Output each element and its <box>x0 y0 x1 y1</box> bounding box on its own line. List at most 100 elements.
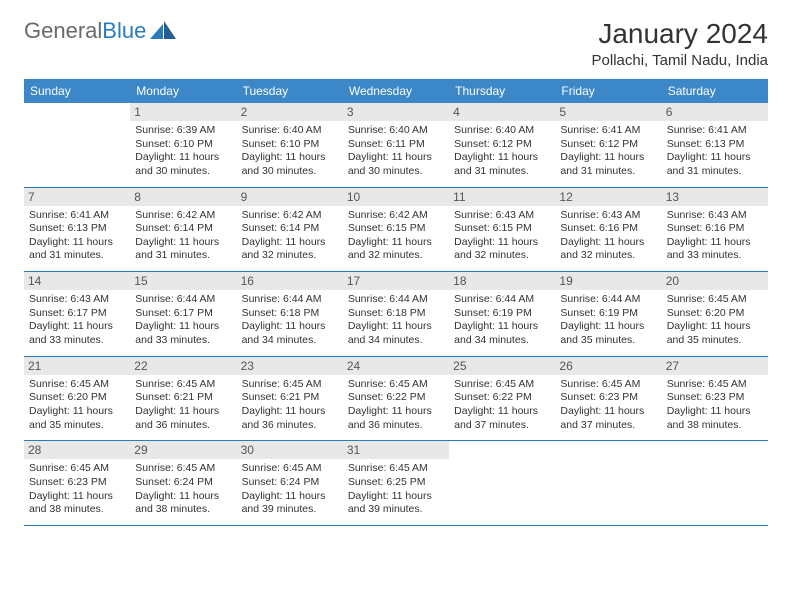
calendar-day: 14 Sunrise: 6:43 AMSunset: 6:17 PMDayligh… <box>24 272 130 356</box>
calendar-day: 3Sunrise: 6:40 AMSunset: 6:11 PMDaylight… <box>343 103 449 187</box>
title-block: January 2024 Pollachi, Tamil Nadu, India <box>592 18 768 69</box>
day-number: 23 <box>237 357 343 375</box>
calendar-day: 31 Sunrise: 6:45 AMSunset: 6:25 PMDayligh… <box>343 441 449 525</box>
weekday-label: Monday <box>130 79 236 103</box>
logo-sail-icon <box>150 21 176 41</box>
day-number: 24 <box>343 357 449 375</box>
day-number: 20 <box>662 272 768 290</box>
day-details: Sunrise: 6:45 AMSunset: 6:24 PMDaylight:… <box>135 462 231 517</box>
day-details: Sunrise: 6:43 AMSunset: 6:17 PMDaylight:… <box>29 293 125 348</box>
calendar-day: 25 Sunrise: 6:45 AMSunset: 6:22 PMDayligh… <box>449 357 555 441</box>
calendar-day: . <box>449 441 555 525</box>
day-number: 3 <box>343 103 449 121</box>
month-title: January 2024 <box>592 18 768 50</box>
day-number: 10 <box>343 188 449 206</box>
calendar-day: 9 Sunrise: 6:42 AMSunset: 6:14 PMDaylight… <box>237 188 343 272</box>
day-number: 16 <box>237 272 343 290</box>
weekday-label: Tuesday <box>237 79 343 103</box>
calendar-day: 30Sunrise: 6:45 AMSunset: 6:24 PMDayligh… <box>237 441 343 525</box>
day-details: Sunrise: 6:42 AMSunset: 6:15 PMDaylight:… <box>348 209 444 264</box>
day-details: Sunrise: 6:41 AMSunset: 6:13 PMDaylight:… <box>29 209 125 264</box>
calendar-body: .1Sunrise: 6:39 AMSunset: 6:10 PMDayligh… <box>24 103 768 526</box>
calendar-day: 23 Sunrise: 6:45 AMSunset: 6:21 PMDayligh… <box>237 357 343 441</box>
day-number: 9 <box>237 188 343 206</box>
calendar-week: 21Sunrise: 6:45 AMSunset: 6:20 PMDayligh… <box>24 357 768 442</box>
day-number: 2 <box>237 103 343 121</box>
day-number: 6 <box>662 103 768 121</box>
day-details: Sunrise: 6:45 AMSunset: 6:22 PMDaylight:… <box>348 378 444 433</box>
weekday-label: Friday <box>555 79 661 103</box>
day-number: 14 <box>24 272 130 290</box>
day-number: 18 <box>449 272 555 290</box>
weekday-label: Saturday <box>662 79 768 103</box>
weekday-label: Wednesday <box>343 79 449 103</box>
calendar: SundayMondayTuesdayWednesdayThursdayFrid… <box>24 79 768 526</box>
header: GeneralBlue January 2024 Pollachi, Tamil… <box>24 18 768 69</box>
calendar-day: 7 Sunrise: 6:41 AMSunset: 6:13 PMDaylight… <box>24 188 130 272</box>
day-number: 1 <box>130 103 236 121</box>
day-details: Sunrise: 6:44 AMSunset: 6:19 PMDaylight:… <box>454 293 550 348</box>
day-number: 19 <box>555 272 661 290</box>
weekday-label: Sunday <box>24 79 130 103</box>
day-details: Sunrise: 6:42 AMSunset: 6:14 PMDaylight:… <box>135 209 231 264</box>
day-details: Sunrise: 6:40 AMSunset: 6:12 PMDaylight:… <box>454 124 550 179</box>
day-number: 27 <box>662 357 768 375</box>
day-details: Sunrise: 6:45 AMSunset: 6:25 PMDaylight:… <box>348 462 444 517</box>
calendar-week: 14 Sunrise: 6:43 AMSunset: 6:17 PMDayligh… <box>24 272 768 357</box>
day-details: Sunrise: 6:44 AMSunset: 6:18 PMDaylight:… <box>348 293 444 348</box>
calendar-day: 18 Sunrise: 6:44 AMSunset: 6:19 PMDayligh… <box>449 272 555 356</box>
calendar-day: 19Sunrise: 6:44 AMSunset: 6:19 PMDayligh… <box>555 272 661 356</box>
calendar-day: . <box>24 103 130 187</box>
calendar-day: 10 Sunrise: 6:42 AMSunset: 6:15 PMDayligh… <box>343 188 449 272</box>
calendar-day: 13 Sunrise: 6:43 AMSunset: 6:16 PMDayligh… <box>662 188 768 272</box>
day-details: Sunrise: 6:40 AMSunset: 6:10 PMDaylight:… <box>242 124 338 179</box>
day-details: Sunrise: 6:42 AMSunset: 6:14 PMDaylight:… <box>242 209 338 264</box>
calendar-day: 21Sunrise: 6:45 AMSunset: 6:20 PMDayligh… <box>24 357 130 441</box>
calendar-week: .1 Sunrise: 6:39 AMSunset: 6:10 PMDayligh… <box>24 103 768 188</box>
day-details: Sunrise: 6:45 AMSunset: 6:23 PMDaylight:… <box>667 378 763 433</box>
day-number: 12 <box>555 188 661 206</box>
calendar-day: 11Sunrise: 6:43 AMSunset: 6:15 PMDayligh… <box>449 188 555 272</box>
logo-word1: General <box>24 18 102 43</box>
day-number: 30 <box>237 441 343 459</box>
weekday-header: SundayMondayTuesdayWednesdayThursdayFrid… <box>24 79 768 103</box>
logo: GeneralBlue <box>24 18 176 44</box>
calendar-day: 26Sunrise: 6:45 AMSunset: 6:23 PMDayligh… <box>555 357 661 441</box>
calendar-day: 15 Sunrise: 6:44 AMSunset: 6:17 PMDayligh… <box>130 272 236 356</box>
day-details: Sunrise: 6:45 AMSunset: 6:23 PMDaylight:… <box>560 378 656 433</box>
day-details: Sunrise: 6:45 AMSunset: 6:21 PMDaylight:… <box>242 378 338 433</box>
day-details: Sunrise: 6:43 AMSunset: 6:16 PMDaylight:… <box>667 209 763 264</box>
day-number: 21 <box>24 357 130 375</box>
calendar-day: 29 Sunrise: 6:45 AMSunset: 6:24 PMDayligh… <box>130 441 236 525</box>
calendar-day: 28Sunrise: 6:45 AMSunset: 6:23 PMDayligh… <box>24 441 130 525</box>
calendar-day: 8 Sunrise: 6:42 AMSunset: 6:14 PMDaylight… <box>130 188 236 272</box>
day-details: Sunrise: 6:44 AMSunset: 6:17 PMDaylight:… <box>135 293 231 348</box>
calendar-day: 1 Sunrise: 6:39 AMSunset: 6:10 PMDaylight… <box>130 103 236 187</box>
day-number: 17 <box>343 272 449 290</box>
day-details: Sunrise: 6:45 AMSunset: 6:22 PMDaylight:… <box>454 378 550 433</box>
location: Pollachi, Tamil Nadu, India <box>592 52 768 69</box>
day-details: Sunrise: 6:45 AMSunset: 6:20 PMDaylight:… <box>667 293 763 348</box>
logo-word2: Blue <box>102 18 146 43</box>
day-number: 29 <box>130 441 236 459</box>
calendar-day: 16Sunrise: 6:44 AMSunset: 6:18 PMDayligh… <box>237 272 343 356</box>
calendar-day: . <box>662 441 768 525</box>
calendar-day: 5 Sunrise: 6:41 AMSunset: 6:12 PMDaylight… <box>555 103 661 187</box>
calendar-day: 12 Sunrise: 6:43 AMSunset: 6:16 PMDayligh… <box>555 188 661 272</box>
day-details: Sunrise: 6:39 AMSunset: 6:10 PMDaylight:… <box>135 124 231 179</box>
calendar-day: 6Sunrise: 6:41 AMSunset: 6:13 PMDaylight… <box>662 103 768 187</box>
day-details: Sunrise: 6:43 AMSunset: 6:16 PMDaylight:… <box>560 209 656 264</box>
day-details: Sunrise: 6:45 AMSunset: 6:23 PMDaylight:… <box>29 462 125 517</box>
calendar-day: 17 Sunrise: 6:44 AMSunset: 6:18 PMDayligh… <box>343 272 449 356</box>
day-number: 31 <box>343 441 449 459</box>
day-number: 7 <box>24 188 130 206</box>
calendar-day: . <box>555 441 661 525</box>
day-number: 25 <box>449 357 555 375</box>
day-number: 11 <box>449 188 555 206</box>
day-details: Sunrise: 6:41 AMSunset: 6:12 PMDaylight:… <box>560 124 656 179</box>
day-number: 5 <box>555 103 661 121</box>
calendar-day: 27 Sunrise: 6:45 AMSunset: 6:23 PMDayligh… <box>662 357 768 441</box>
day-number: 13 <box>662 188 768 206</box>
day-number: 8 <box>130 188 236 206</box>
day-number: 15 <box>130 272 236 290</box>
